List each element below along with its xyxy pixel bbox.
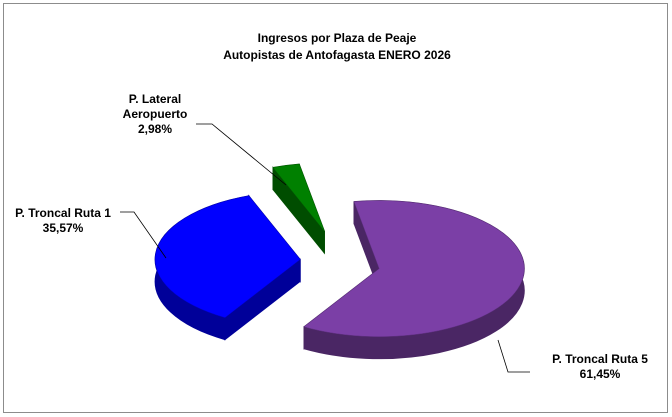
slice-top [154, 195, 301, 318]
leader-line [120, 211, 167, 259]
pie-slice [154, 194, 301, 341]
category-label: P. Troncal Ruta 1 [15, 206, 111, 220]
chart-title: Ingresos por Plaza de Peaje [258, 31, 417, 45]
pie-slice [272, 163, 325, 255]
slice-top [303, 200, 525, 337]
category-label: P. Lateral Aeropuerto [122, 92, 188, 121]
value-label: 2,98% [137, 122, 173, 136]
data-label: P. Troncal Ruta 1 35,57% [4, 206, 122, 236]
category-label: P. Troncal Ruta 5 [552, 352, 648, 366]
slice-top [272, 163, 325, 232]
leader-line [196, 123, 287, 186]
pie-slice [303, 200, 525, 360]
data-label: P. Troncal Ruta 5 61,45% [540, 352, 660, 382]
value-label: 61,45% [579, 367, 621, 381]
leader-line [497, 339, 530, 373]
data-label: P. Lateral Aeropuerto 2,98% [110, 92, 200, 137]
value-label: 35,57% [42, 221, 84, 235]
chart-subtitle: Autopistas de Antofagasta ENERO 2026 [223, 48, 451, 62]
